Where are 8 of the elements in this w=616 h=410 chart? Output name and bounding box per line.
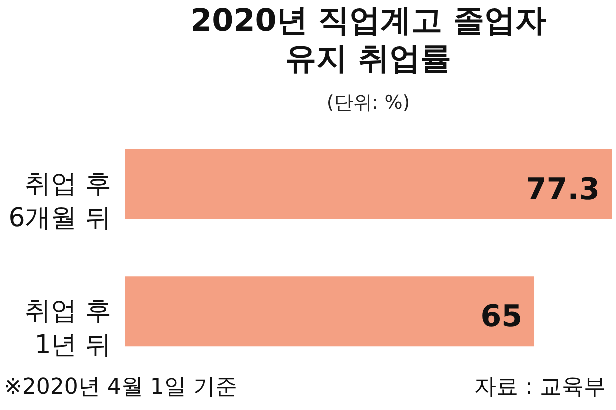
data-label: 77.3 [526, 172, 600, 208]
y-tick-label: 취업 후 6개월 뒤 [8, 169, 112, 234]
chart-subtitle: (단위: %) [326, 92, 410, 114]
chart-title: 2020년 직업계고 졸업자 유지 취업률 [190, 3, 546, 77]
y-tick-label: 취업 후 1년 뒤 [25, 296, 112, 361]
annotation: 자료 : 교육부 [474, 374, 606, 402]
data-label: 65 [480, 300, 523, 335]
annotation: ※2020년 4월 1일 기준 [4, 374, 238, 402]
